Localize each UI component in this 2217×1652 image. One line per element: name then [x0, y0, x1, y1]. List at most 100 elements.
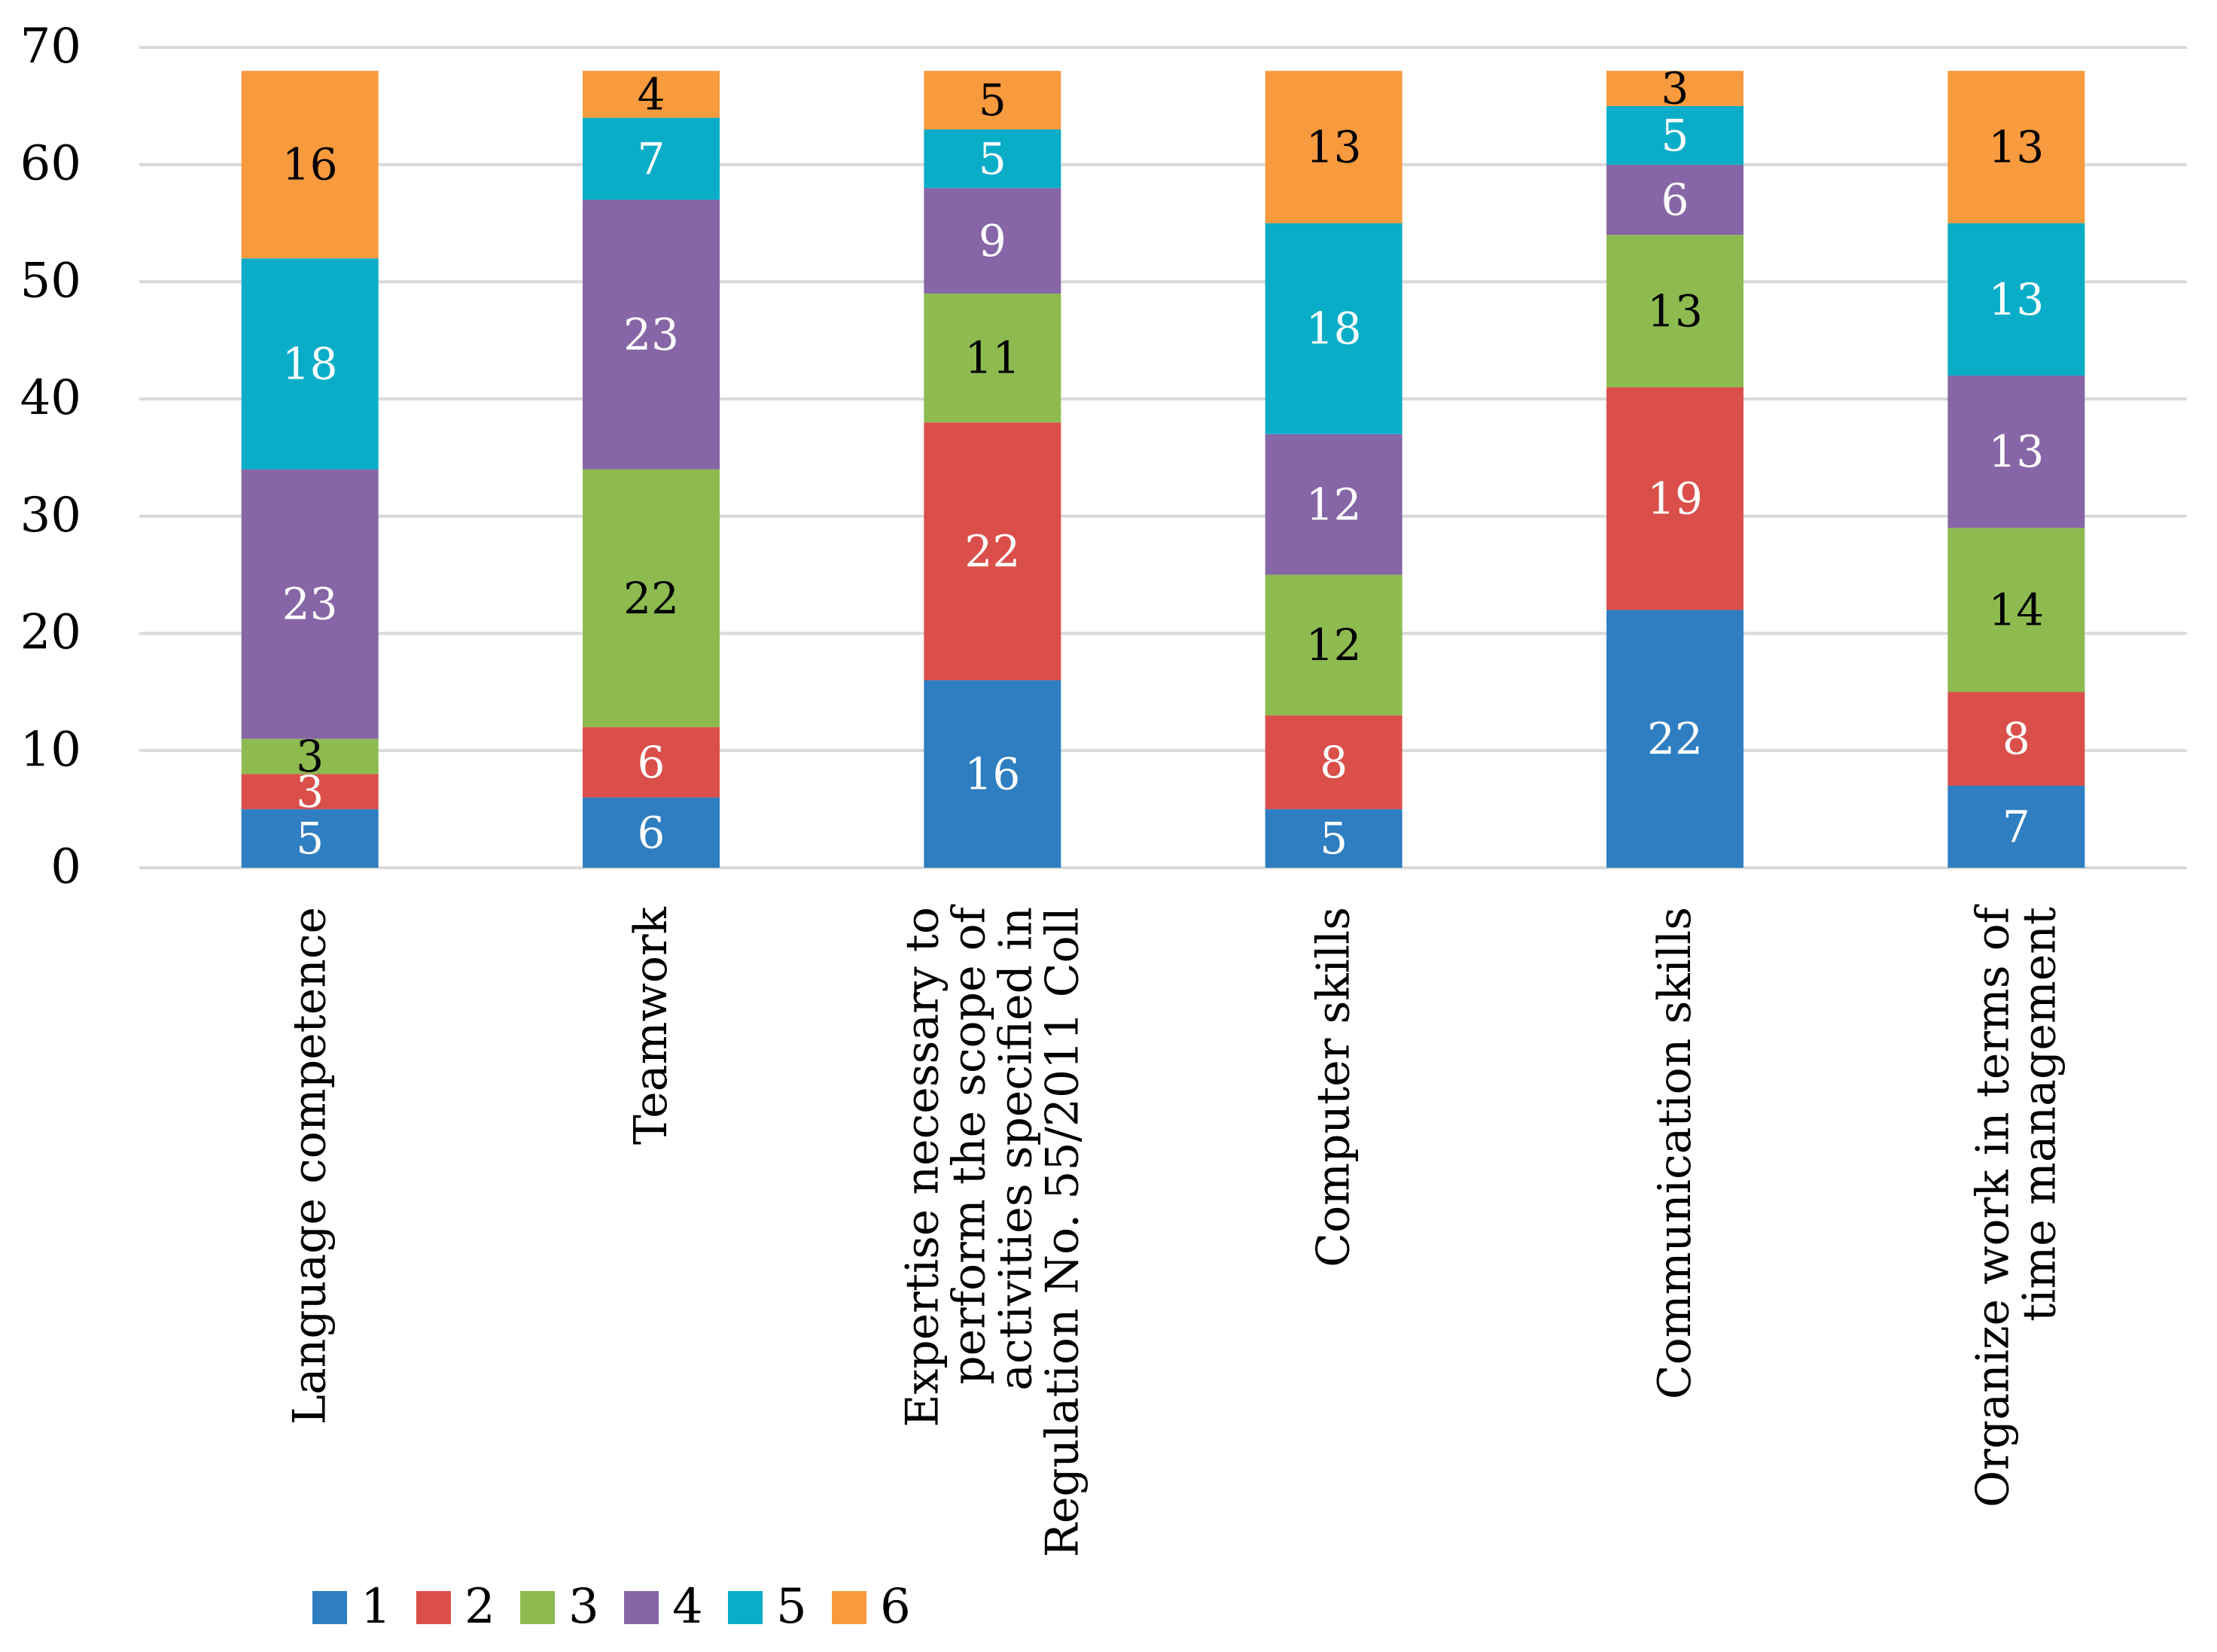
data-label: 3 — [1661, 63, 1689, 114]
x-axis-labels: Language competence Teamwork Expertise nec… — [284, 904, 2066, 1557]
bar-segment — [1947, 786, 2085, 868]
x-tick-label: Teamwork — [625, 906, 678, 1145]
bar-segment — [1947, 376, 2085, 528]
data-label: 22 — [964, 526, 1020, 577]
x-tick-label: Regulation No. 55/2011 Coll — [1036, 907, 1089, 1557]
legend-swatch — [728, 1591, 763, 1624]
data-label: 7 — [638, 133, 665, 184]
data-label: 23 — [282, 579, 338, 630]
bar-segment — [924, 71, 1061, 129]
bar-segment — [1265, 223, 1402, 434]
bar-segment — [241, 774, 379, 810]
bar-segment — [583, 469, 720, 728]
bar-segment — [583, 727, 720, 798]
data-label: 19 — [1647, 473, 1703, 525]
bar-segment — [241, 258, 379, 470]
gridlines — [139, 46, 2187, 869]
data-label: 5 — [296, 813, 324, 864]
data-label: 18 — [282, 338, 338, 389]
bar-segment — [1265, 809, 1402, 868]
data-label: 22 — [623, 573, 679, 624]
legend-label: 6 — [880, 1579, 911, 1635]
data-label: 16 — [282, 139, 338, 190]
legend-swatch — [624, 1591, 659, 1624]
bar-segment — [241, 469, 379, 739]
y-tick-label: 60 — [20, 136, 81, 192]
y-tick-label: 50 — [20, 253, 81, 309]
bar-segment — [1265, 715, 1402, 810]
data-label: 23 — [623, 309, 679, 361]
data-label: 16 — [964, 748, 1020, 799]
x-tick-label-group: Language competence — [284, 907, 337, 1425]
bar-segment — [924, 680, 1061, 868]
data-label: 9 — [979, 215, 1006, 266]
x-tick-label: activities specified in — [989, 907, 1042, 1391]
legend-label: 5 — [776, 1579, 807, 1635]
bar-segment — [241, 71, 379, 259]
legend-swatch — [312, 1591, 347, 1624]
y-tick-label: 0 — [50, 839, 81, 895]
legend-label: 4 — [672, 1579, 703, 1635]
legend-swatch — [520, 1591, 555, 1624]
x-tick-label: Communication skills — [1649, 907, 1701, 1399]
bar-segment — [1265, 574, 1402, 716]
bar-segment — [1947, 528, 2085, 692]
bar-segment — [1947, 71, 2085, 224]
bar-segment — [1947, 223, 2085, 376]
data-label: 13 — [1306, 121, 1362, 172]
data-label: 8 — [1320, 737, 1348, 788]
data-label: 3 — [296, 766, 324, 817]
legend-label: 1 — [361, 1579, 391, 1635]
data-label: 4 — [638, 68, 665, 120]
data-label: 7 — [2002, 802, 2030, 853]
data-label: 13 — [1647, 285, 1703, 336]
bar-segment — [1606, 387, 1743, 610]
bar-segment — [924, 294, 1061, 423]
data-label: 18 — [1306, 303, 1362, 354]
y-tick-label: 10 — [20, 722, 81, 777]
bar-segment — [924, 129, 1061, 188]
y-tick-label: 70 — [20, 19, 81, 75]
data-label: 13 — [1988, 274, 2044, 325]
legend-swatch — [832, 1591, 866, 1624]
bar-segment — [583, 117, 720, 200]
x-tick-label: Expertise necessary to — [896, 907, 949, 1427]
bar-segment — [583, 71, 720, 118]
data-label: 12 — [1306, 479, 1362, 530]
y-tick-label: 20 — [20, 605, 81, 661]
data-label: 3 — [296, 731, 324, 782]
bar-segment — [583, 199, 720, 470]
data-label: 14 — [1988, 584, 2044, 635]
data-label: 5 — [979, 133, 1006, 184]
bars: 5332318166622237416221195558121218132219… — [241, 63, 2085, 868]
data-label: 5 — [1661, 110, 1689, 161]
data-label: 13 — [1988, 426, 2044, 477]
legend-label: 3 — [568, 1579, 599, 1635]
bar-segment — [583, 797, 720, 868]
bar-segment — [1606, 71, 1743, 106]
legend-swatch — [416, 1591, 451, 1624]
x-tick-label: time management — [2013, 907, 2066, 1322]
data-label: 5 — [979, 75, 1006, 126]
y-axis-ticks: 0 10 20 30 40 50 60 70 — [20, 19, 81, 895]
data-label: 6 — [1661, 174, 1689, 225]
data-label: 22 — [1647, 713, 1703, 765]
legend: 1 2 3 4 5 6 — [312, 1579, 911, 1635]
data-label: 11 — [964, 333, 1020, 384]
data-label: 6 — [638, 807, 665, 858]
bar-segment — [924, 187, 1061, 294]
y-tick-label: 40 — [20, 370, 81, 426]
data-label: 6 — [638, 737, 665, 788]
data-label: 8 — [2002, 713, 2030, 765]
bar-segment — [1606, 235, 1743, 388]
bar-segment — [1947, 692, 2085, 786]
y-tick-label: 30 — [20, 488, 81, 543]
bar-segment — [924, 422, 1061, 680]
x-tick-label: Computer skills — [1308, 907, 1360, 1267]
bar-segment — [1606, 164, 1743, 236]
x-tick-label: perform the scope of — [943, 904, 995, 1385]
bar-segment — [1606, 610, 1743, 868]
